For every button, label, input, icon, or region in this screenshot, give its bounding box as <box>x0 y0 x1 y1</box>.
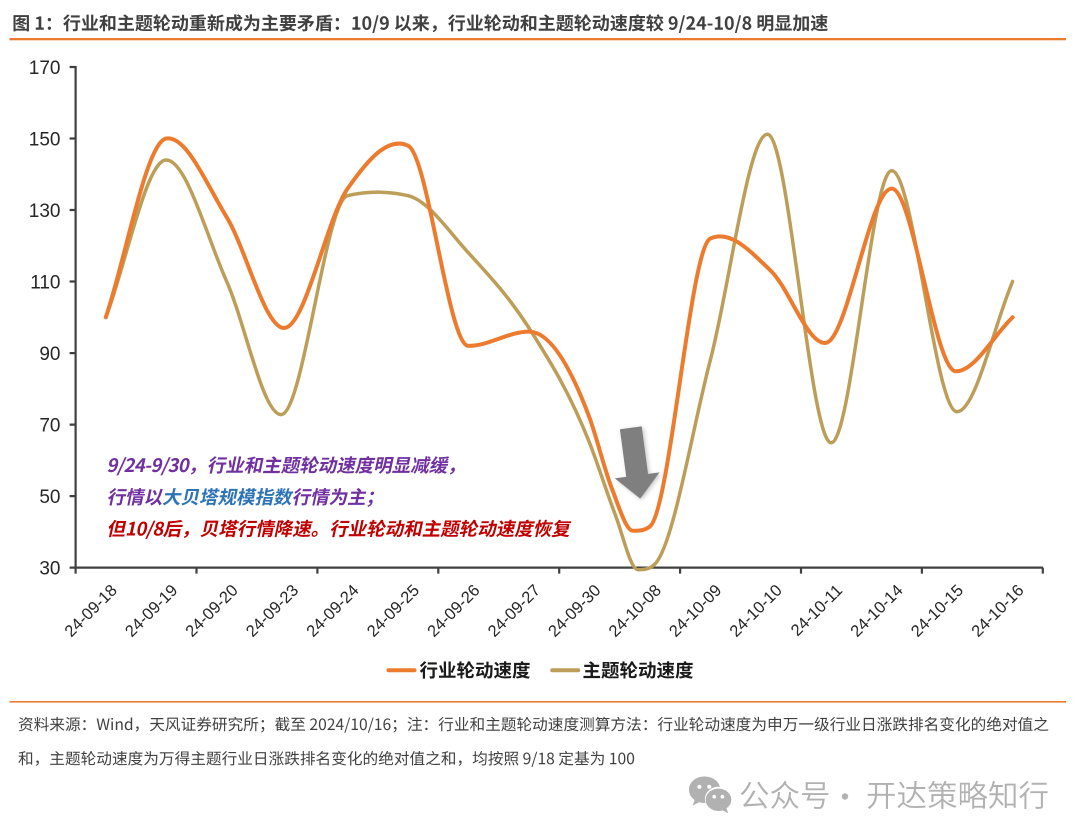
svg-text:110: 110 <box>30 272 60 293</box>
svg-text:90: 90 <box>39 344 60 365</box>
svg-text:130: 130 <box>29 201 61 222</box>
svg-text:70: 70 <box>39 415 60 436</box>
svg-text:30: 30 <box>39 558 60 579</box>
svg-text:170: 170 <box>29 58 61 79</box>
svg-text:50: 50 <box>39 487 60 508</box>
svg-text:150: 150 <box>29 129 61 150</box>
